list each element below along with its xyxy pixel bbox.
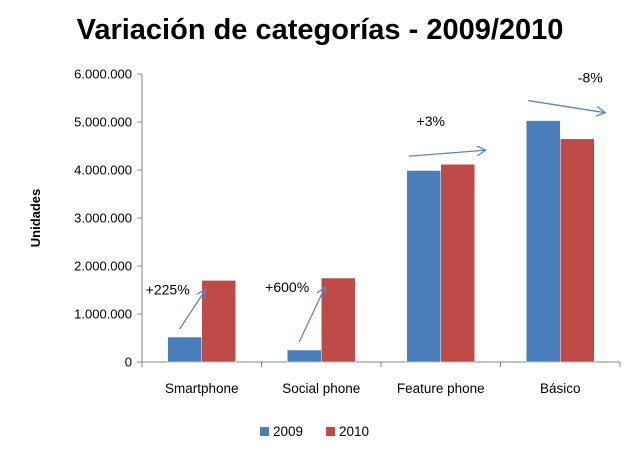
y-tick-label: 3.000.000 bbox=[74, 211, 132, 226]
change-arrow-0 bbox=[179, 290, 206, 330]
y-tick-label: 6.000.000 bbox=[74, 67, 132, 82]
y-tick-label: 0 bbox=[125, 355, 132, 370]
y-tick-label: 4.000.000 bbox=[74, 163, 132, 178]
change-arrow-2 bbox=[408, 150, 485, 157]
bar-2010-3 bbox=[560, 138, 595, 363]
change-label-3: -8% bbox=[578, 70, 603, 86]
change-label-1: +600% bbox=[265, 279, 309, 295]
legend-swatch-2010 bbox=[326, 427, 335, 436]
x-category-label: Feature phone bbox=[397, 381, 485, 396]
x-category-label: Básico bbox=[540, 381, 581, 396]
change-label-2: +3% bbox=[417, 113, 445, 129]
y-axis-title: Unidades bbox=[28, 189, 43, 248]
bar-2009-1 bbox=[287, 349, 322, 363]
change-arrow-3 bbox=[528, 99, 604, 113]
change-label-0: +225% bbox=[146, 281, 190, 297]
bar-2010-1 bbox=[321, 277, 356, 363]
bar-2010-0 bbox=[201, 280, 236, 363]
y-tick-label: 1.000.000 bbox=[74, 307, 132, 322]
legend-label-2010: 2010 bbox=[339, 424, 369, 439]
chart-title: Variación de categorías - 2009/2010 bbox=[76, 14, 564, 46]
legend-label-2009: 2009 bbox=[273, 424, 303, 439]
change-arrow-1 bbox=[298, 288, 325, 343]
bar-2009-2 bbox=[406, 170, 441, 363]
y-tick-label: 2.000.000 bbox=[74, 259, 132, 274]
bar-2009-0 bbox=[167, 336, 202, 363]
legend-swatch-2009 bbox=[260, 427, 269, 436]
x-category-label: Social phone bbox=[282, 381, 360, 396]
y-tick-label: 5.000.000 bbox=[74, 115, 132, 130]
x-category-label: Smartphone bbox=[165, 381, 239, 396]
bar-2010-2 bbox=[440, 163, 475, 363]
bar-2009-3 bbox=[526, 120, 561, 363]
